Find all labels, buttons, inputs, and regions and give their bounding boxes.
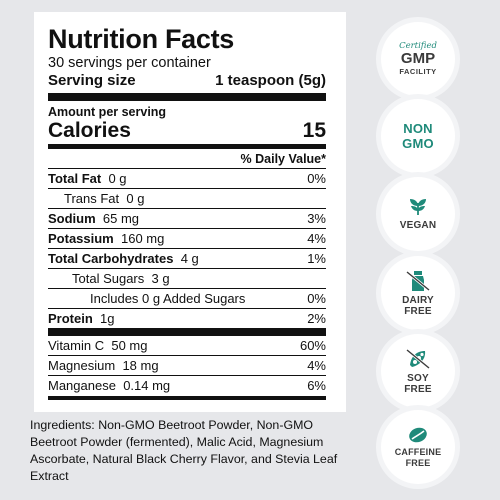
calories-value: 15 [302, 119, 326, 142]
divider-bottom [48, 396, 326, 400]
vitamin-row-magnesium: Magnesium 18 mg 4% [48, 356, 326, 376]
nutrient-row-potassium: Potassium 160 mg 4% [48, 229, 326, 249]
nutrient-dv: 2% [307, 311, 326, 326]
caffeine-line1: CAFFEINE [394, 446, 442, 457]
nutrient-amount: 3 g [151, 271, 170, 286]
soy-free-badge: SOY FREE [381, 334, 455, 408]
serving-size-value: 1 teaspoon (5g) [215, 72, 326, 89]
nutrient-row-total-fat: Total Fat 0 g 0% [48, 169, 326, 189]
nutrient-amount: 1g [100, 311, 115, 326]
non-gmo-line2: GMO [402, 136, 434, 151]
ingredients-text: Ingredients: Non-GMO Beetroot Powder, No… [30, 418, 338, 483]
soy-line2: FREE [404, 383, 432, 395]
gmp-facility-badge: Certified GMP FACILITY [381, 22, 455, 96]
servings-per-container: 30 servings per container [48, 55, 211, 71]
nutrient-name: Total Fat [48, 171, 102, 186]
nutrient-name: Trans Fat [64, 191, 120, 206]
caffeine-free-badge: CAFFEINE FREE [381, 410, 455, 484]
vitamin-amount: 18 mg [122, 358, 159, 373]
vitamin-dv: 4% [307, 358, 326, 373]
nutrient-amount: 4 g [180, 251, 199, 266]
nutrient-name: Potassium [48, 231, 114, 246]
dairy-line1: DAIRY [402, 294, 434, 306]
vegan-text: VEGAN [399, 220, 437, 231]
calories-label: Calories [48, 119, 131, 142]
nutrient-dv: 3% [307, 211, 326, 226]
caffeine-line2: FREE [405, 457, 431, 468]
nutrition-facts-label: Nutrition Facts 30 servings per containe… [48, 24, 326, 400]
coffee-bean-icon [407, 426, 429, 447]
nutrient-row-added-sugars: Includes 0 g Added Sugars 0% [48, 289, 326, 309]
nutrient-amount: 0 g [108, 171, 127, 186]
vitamin-name: Manganese [48, 378, 116, 393]
gmp-script-text: Certified [399, 41, 437, 51]
dairy-line2: FREE [404, 305, 432, 317]
milk-bottle-crossed-icon [405, 270, 431, 295]
vitamin-dv: 60% [299, 338, 326, 353]
soy-line1: SOY [407, 372, 429, 384]
nutrient-amount: 65 mg [102, 211, 140, 226]
non-gmo-line1: NON [403, 121, 433, 136]
nutrient-name: Sodium [48, 211, 96, 226]
nutrient-name: Includes 0 g Added Sugars [90, 291, 246, 306]
vitamin-row-manganese: Manganese 0.14 mg 6% [48, 376, 326, 395]
vitamin-row-vitamin-c: Vitamin C 50 mg 60% [48, 336, 326, 356]
divider-medium [48, 144, 326, 149]
divider-thick [48, 93, 326, 101]
nutrition-panel [34, 12, 346, 412]
dairy-free-badge: DAIRY FREE [381, 256, 455, 330]
nutrient-dv: 0% [307, 291, 326, 306]
divider-thick [48, 328, 326, 336]
calories-row: Calories 15 [48, 119, 326, 142]
nutrient-amount: 0 g [126, 191, 145, 206]
nutrition-title: Nutrition Facts [48, 24, 235, 54]
vegan-badge: VEGAN [381, 177, 455, 251]
nutrient-row-protein: Protein 1g 2% [48, 309, 326, 328]
gmp-small-text: FACILITY [399, 67, 437, 76]
vitamin-name: Vitamin C [48, 338, 105, 353]
nutrient-amount: 160 mg [120, 231, 165, 246]
non-gmo-badge: NON GMO [381, 99, 455, 173]
nutrient-name: Total Carbohydrates [48, 251, 174, 266]
nutrient-row-trans-fat: Trans Fat 0 g [48, 189, 326, 209]
nutrient-dv: 4% [307, 231, 326, 246]
daily-value-header: % Daily Value* [48, 149, 326, 169]
amount-per-serving: Amount per serving [48, 105, 167, 119]
serving-size-label: Serving size [48, 72, 136, 89]
nutrient-dv: 0% [307, 171, 326, 186]
serving-size-row: Serving size 1 teaspoon (5g) [48, 72, 326, 90]
leaf-icon [407, 197, 429, 220]
vitamin-amount: 0.14 mg [123, 378, 171, 393]
nutrient-dv: 1% [307, 251, 326, 266]
nutrient-name: Protein [48, 311, 93, 326]
nutrient-row-total-sugars: Total Sugars 3 g [48, 269, 326, 289]
gmp-big-text: GMP [400, 50, 436, 67]
vitamin-dv: 6% [307, 378, 326, 393]
vitamin-name: Magnesium [48, 358, 116, 373]
vitamin-amount: 50 mg [111, 338, 148, 353]
nutrient-row-sodium: Sodium 65 mg 3% [48, 209, 326, 229]
nutrient-name: Total Sugars [72, 271, 145, 286]
soybean-crossed-icon [405, 348, 431, 373]
nutrient-row-total-carbohydrates: Total Carbohydrates 4 g 1% [48, 249, 326, 269]
